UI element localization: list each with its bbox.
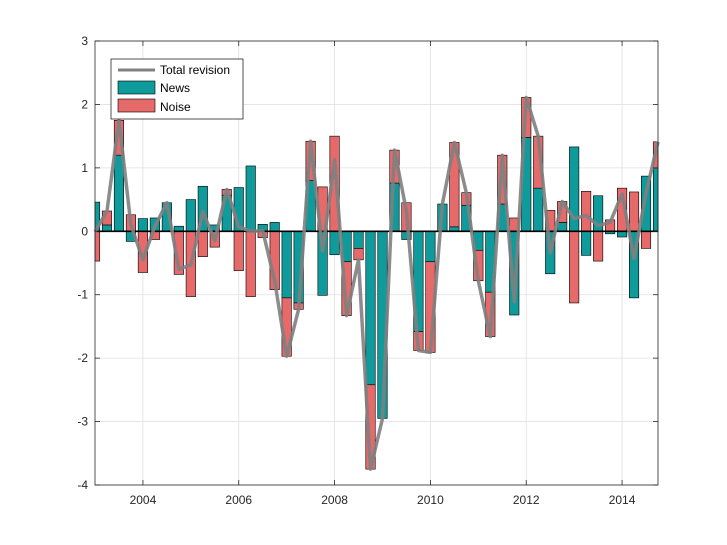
y-tick-label: -2 (77, 351, 88, 365)
y-tick-label: 0 (81, 224, 88, 238)
x-tick-label: 2010 (417, 493, 444, 507)
total-revision-line-group (93, 95, 660, 471)
x-tick-label: 2006 (225, 493, 252, 507)
news-bar (533, 187, 544, 232)
news-bar (101, 224, 113, 232)
news-bar (365, 230, 376, 386)
news-bar (245, 165, 256, 232)
legend-total-revision-label: Total revision (160, 63, 230, 77)
news-bar (425, 230, 436, 263)
x-tick-label: 2012 (513, 493, 540, 507)
total-revision-line (93, 95, 660, 471)
news-bar (113, 154, 124, 232)
y-tick-label: -4 (77, 478, 88, 492)
y-tick-label: 1 (81, 161, 88, 175)
news-bar (137, 218, 148, 232)
news-bar (353, 230, 364, 249)
noise-bar (233, 230, 244, 271)
legend: Total revision News Noise (110, 58, 244, 120)
y-tick-label: 2 (81, 97, 88, 111)
noise-bar (581, 191, 592, 232)
news-bar (557, 222, 568, 232)
x-tick-label: 2004 (130, 493, 157, 507)
y-tick-label: -3 (77, 415, 88, 429)
axis-ticks: 2004 2006 2008 2010 2012 2014 -4 -3 -2 -1 0 1 2 3 (77, 34, 658, 507)
news-bar (281, 230, 292, 299)
noise-bar (629, 191, 640, 232)
noise-bar (640, 230, 652, 249)
news-bar (617, 230, 628, 238)
x-tick-label: 2014 (609, 493, 636, 507)
noise-bar (593, 230, 604, 262)
legend-noise-swatch (117, 98, 156, 113)
news-bar (269, 222, 280, 232)
legend-news-label: News (160, 81, 190, 95)
noise-bar (245, 230, 256, 297)
plot-frame (94, 40, 659, 486)
news-bar (652, 167, 659, 232)
news-bar (329, 230, 340, 256)
news-bar (185, 199, 196, 232)
x-tick-label: 2008 (321, 493, 348, 507)
legend-noise-label: Noise (160, 100, 191, 114)
noise-bar (197, 230, 208, 257)
y-tick-label: -1 (77, 288, 88, 302)
news-bar (581, 230, 592, 256)
noise-bar (569, 230, 580, 304)
legend-news-swatch (117, 80, 156, 95)
y-tick-label: 3 (81, 34, 88, 48)
noise-bar (94, 230, 101, 262)
